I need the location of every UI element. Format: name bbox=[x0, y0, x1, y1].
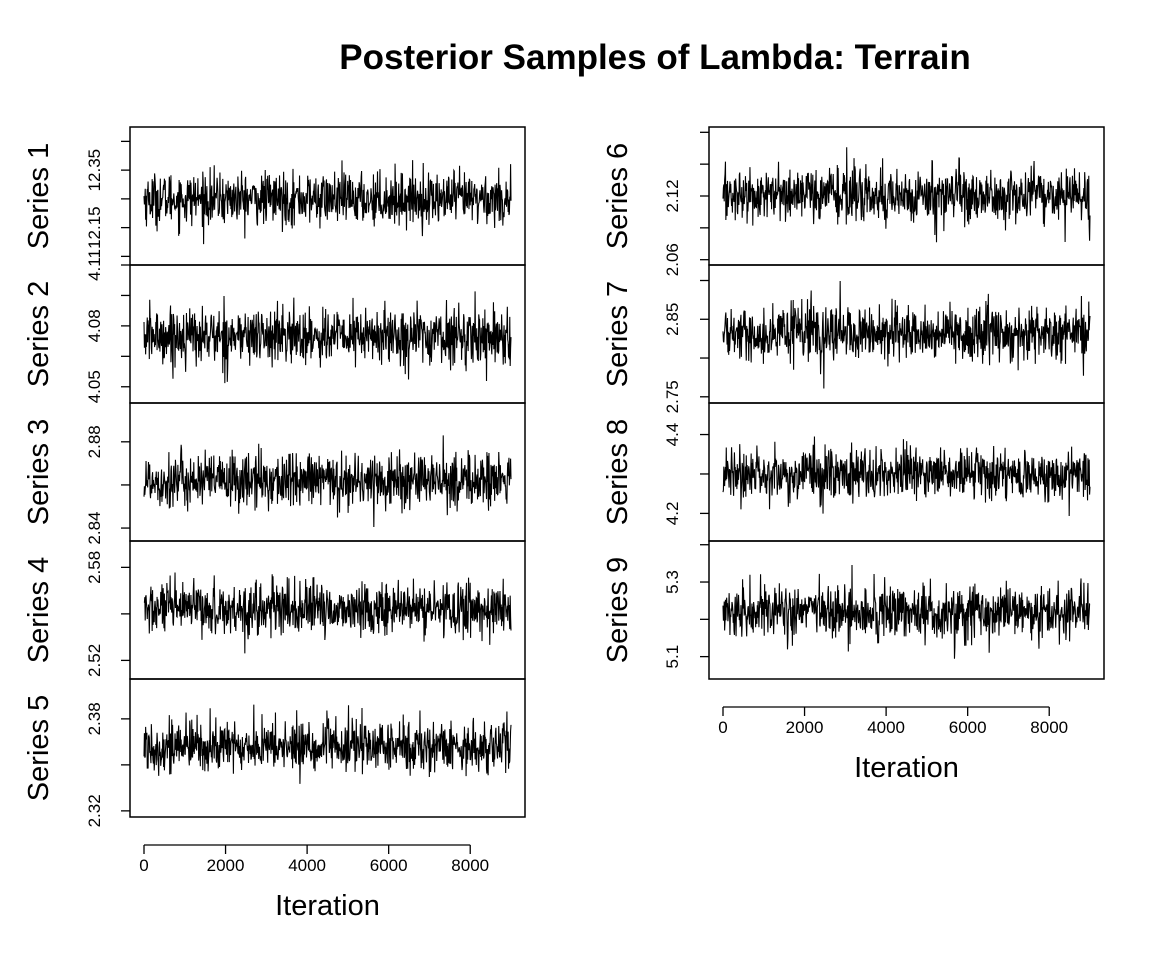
trace-panel: 2.84 2.88 Series 3 bbox=[23, 402, 526, 545]
y-tick-label: 4.2 bbox=[663, 502, 682, 526]
series-trace-line bbox=[143, 704, 512, 784]
series-label: Series 3 bbox=[23, 419, 55, 525]
series-label: Series 7 bbox=[602, 281, 634, 387]
x-axis-label: Iteration bbox=[275, 890, 380, 922]
y-tick-label: 4.4 bbox=[663, 423, 682, 447]
trace-panel: 2.32 2.38 Series 5 bbox=[23, 678, 526, 827]
y-tick-label: 2.06 bbox=[663, 243, 682, 276]
series-trace-line bbox=[722, 147, 1091, 243]
series-label: Series 8 bbox=[602, 419, 634, 525]
x-tick-label: 4000 bbox=[288, 856, 326, 875]
x-axis: 0 2000 4000 6000 8000 Iteration bbox=[718, 706, 1068, 784]
panel-frame bbox=[708, 540, 1105, 680]
y-tick-label: 2.52 bbox=[85, 644, 104, 677]
x-axis: 0 2000 4000 6000 8000 Iteration bbox=[139, 844, 489, 922]
y-tick-label: 4.05 bbox=[85, 370, 104, 403]
series-label: Series 2 bbox=[23, 281, 55, 387]
x-tick-label: 8000 bbox=[451, 856, 489, 875]
series-trace-line bbox=[143, 291, 512, 384]
trace-panel: 12.15 12.35 Series 1 bbox=[23, 126, 526, 266]
y-tick-label: 2.84 bbox=[85, 512, 104, 545]
series-trace-line bbox=[143, 435, 512, 528]
y-tick-label: 2.58 bbox=[85, 551, 104, 584]
y-tick-label: 2.32 bbox=[85, 794, 104, 827]
y-tick-label: 2.12 bbox=[663, 179, 682, 212]
series-trace-line bbox=[143, 160, 512, 245]
x-axis-label: Iteration bbox=[854, 752, 959, 784]
trace-panel: 4.05 4.08 4.11 Series 2 bbox=[23, 249, 526, 404]
y-tick-label: 4.08 bbox=[85, 309, 104, 342]
x-tick-label: 4000 bbox=[867, 718, 905, 737]
y-tick-label: 4.11 bbox=[85, 249, 104, 281]
series-trace-line bbox=[722, 436, 1091, 517]
trace-panel: 2.06 2.12 Series 6 bbox=[602, 126, 1105, 276]
series-label: Series 1 bbox=[23, 143, 55, 249]
trace-panel: 2.52 2.58 Series 4 bbox=[23, 540, 526, 680]
series-label: Series 6 bbox=[602, 143, 634, 249]
y-tick-label: 2.75 bbox=[663, 380, 682, 413]
chart-title: Posterior Samples of Lambda: Terrain bbox=[339, 38, 970, 77]
y-tick-label: 2.85 bbox=[663, 303, 682, 336]
series-label: Series 4 bbox=[23, 557, 55, 663]
y-tick-label: 12.15 bbox=[85, 206, 104, 249]
series-label: Series 9 bbox=[602, 557, 634, 663]
x-tick-label: 8000 bbox=[1030, 718, 1068, 737]
trace-panel: 4.2 4.4 Series 8 bbox=[602, 402, 1105, 542]
x-tick-label: 6000 bbox=[949, 718, 987, 737]
series-trace-line bbox=[722, 281, 1091, 389]
x-tick-label: 0 bbox=[139, 856, 148, 875]
x-tick-label: 2000 bbox=[786, 718, 824, 737]
y-tick-label: 5.1 bbox=[663, 645, 682, 669]
trace-panel: 5.1 5.3 Series 9 bbox=[602, 540, 1105, 680]
panel-frame bbox=[129, 678, 526, 818]
series-label: Series 5 bbox=[23, 695, 55, 801]
y-tick-label: 5.3 bbox=[663, 570, 682, 594]
x-tick-label: 6000 bbox=[370, 856, 408, 875]
y-tick-label: 2.38 bbox=[85, 702, 104, 735]
series-trace-line bbox=[722, 564, 1091, 659]
trace-panel: 2.75 2.85 Series 7 bbox=[602, 264, 1105, 413]
series-trace-line bbox=[143, 572, 512, 654]
x-tick-label: 0 bbox=[718, 718, 727, 737]
y-tick-label: 2.88 bbox=[85, 425, 104, 458]
x-tick-label: 2000 bbox=[207, 856, 245, 875]
trace-panels: 12.15 12.35 Series 1 4.05 4.08 4.11 Series 2 2.… bbox=[23, 126, 1105, 922]
y-tick-label: 12.35 bbox=[85, 149, 104, 192]
